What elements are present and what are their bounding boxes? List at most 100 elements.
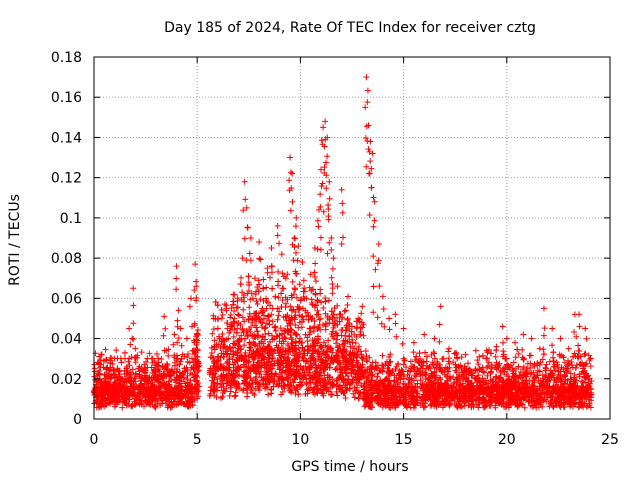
data-point — [116, 378, 123, 385]
data-point — [119, 404, 126, 411]
data-point — [313, 383, 320, 390]
data-point — [104, 396, 111, 403]
data-point — [423, 365, 430, 372]
data-point — [233, 385, 240, 392]
data-point — [269, 318, 276, 325]
data-point — [502, 400, 509, 407]
data-point — [123, 402, 130, 409]
data-point — [241, 342, 248, 349]
data-point — [122, 395, 129, 402]
data-point — [506, 387, 513, 394]
data-point — [349, 379, 356, 386]
data-point — [352, 387, 359, 394]
data-point — [494, 393, 501, 400]
data-point — [309, 354, 316, 361]
data-point — [357, 364, 364, 371]
data-point — [481, 369, 488, 376]
data-point — [281, 327, 288, 334]
data-point — [235, 381, 242, 388]
data-point — [119, 393, 126, 400]
data-point — [584, 386, 591, 393]
data-point — [303, 376, 310, 383]
data-point — [227, 382, 234, 389]
data-point — [156, 385, 163, 392]
data-point — [556, 371, 563, 378]
data-point — [407, 368, 414, 375]
data-point — [400, 380, 407, 387]
data-point — [251, 340, 258, 347]
data-point — [247, 375, 254, 382]
data-point — [276, 380, 283, 387]
data-point — [351, 345, 358, 352]
data-point — [94, 397, 101, 404]
data-point — [507, 402, 514, 409]
data-point — [100, 357, 107, 364]
data-point — [479, 352, 486, 359]
data-point — [558, 364, 565, 371]
data-point — [177, 358, 184, 365]
data-point — [482, 399, 489, 406]
data-point — [407, 404, 414, 411]
data-point — [577, 360, 584, 367]
data-point — [464, 378, 471, 385]
data-point — [157, 390, 164, 397]
data-point — [368, 386, 375, 393]
data-point — [439, 355, 446, 362]
data-point — [329, 391, 336, 398]
data-point — [567, 400, 574, 407]
data-point — [338, 369, 345, 376]
data-point — [515, 350, 522, 357]
data-point — [293, 358, 300, 365]
data-point — [351, 368, 358, 375]
data-point — [299, 378, 306, 385]
data-point — [347, 369, 354, 376]
data-point — [265, 354, 272, 361]
data-point — [326, 297, 333, 304]
data-point — [315, 311, 322, 318]
data-point — [114, 397, 121, 404]
data-point — [194, 389, 201, 396]
data-point — [442, 364, 449, 371]
data-point — [481, 403, 488, 410]
data-point — [363, 353, 370, 360]
data-point — [314, 307, 321, 314]
data-point — [223, 365, 230, 372]
data-point — [191, 396, 198, 403]
data-point — [456, 377, 463, 384]
data-point — [92, 376, 99, 383]
data-point — [103, 402, 110, 409]
data-point — [443, 373, 450, 380]
data-point — [273, 342, 280, 349]
data-point — [298, 339, 305, 346]
data-point — [475, 404, 482, 411]
data-point — [261, 356, 268, 363]
data-point — [534, 386, 541, 393]
data-point — [583, 403, 590, 410]
data-point — [92, 385, 99, 392]
data-point — [354, 352, 361, 359]
data-point — [228, 370, 235, 377]
data-point — [364, 374, 371, 381]
data-point — [297, 374, 304, 381]
data-point — [313, 368, 320, 375]
data-point — [320, 304, 327, 311]
data-point — [241, 335, 248, 342]
data-point — [294, 351, 301, 358]
data-point — [258, 374, 265, 381]
data-point — [363, 400, 370, 407]
data-point — [344, 361, 351, 368]
data-point — [519, 380, 526, 387]
data-point — [567, 381, 574, 388]
data-point — [550, 384, 557, 391]
data-point — [259, 324, 266, 331]
data-point — [375, 393, 382, 400]
data-point — [231, 393, 238, 400]
data-point — [207, 354, 214, 361]
data-point — [442, 388, 449, 395]
data-point — [169, 390, 176, 397]
data-point — [227, 347, 234, 354]
data-point — [262, 381, 269, 388]
data-points — [91, 74, 595, 411]
data-point — [367, 377, 374, 384]
data-point — [264, 350, 271, 357]
